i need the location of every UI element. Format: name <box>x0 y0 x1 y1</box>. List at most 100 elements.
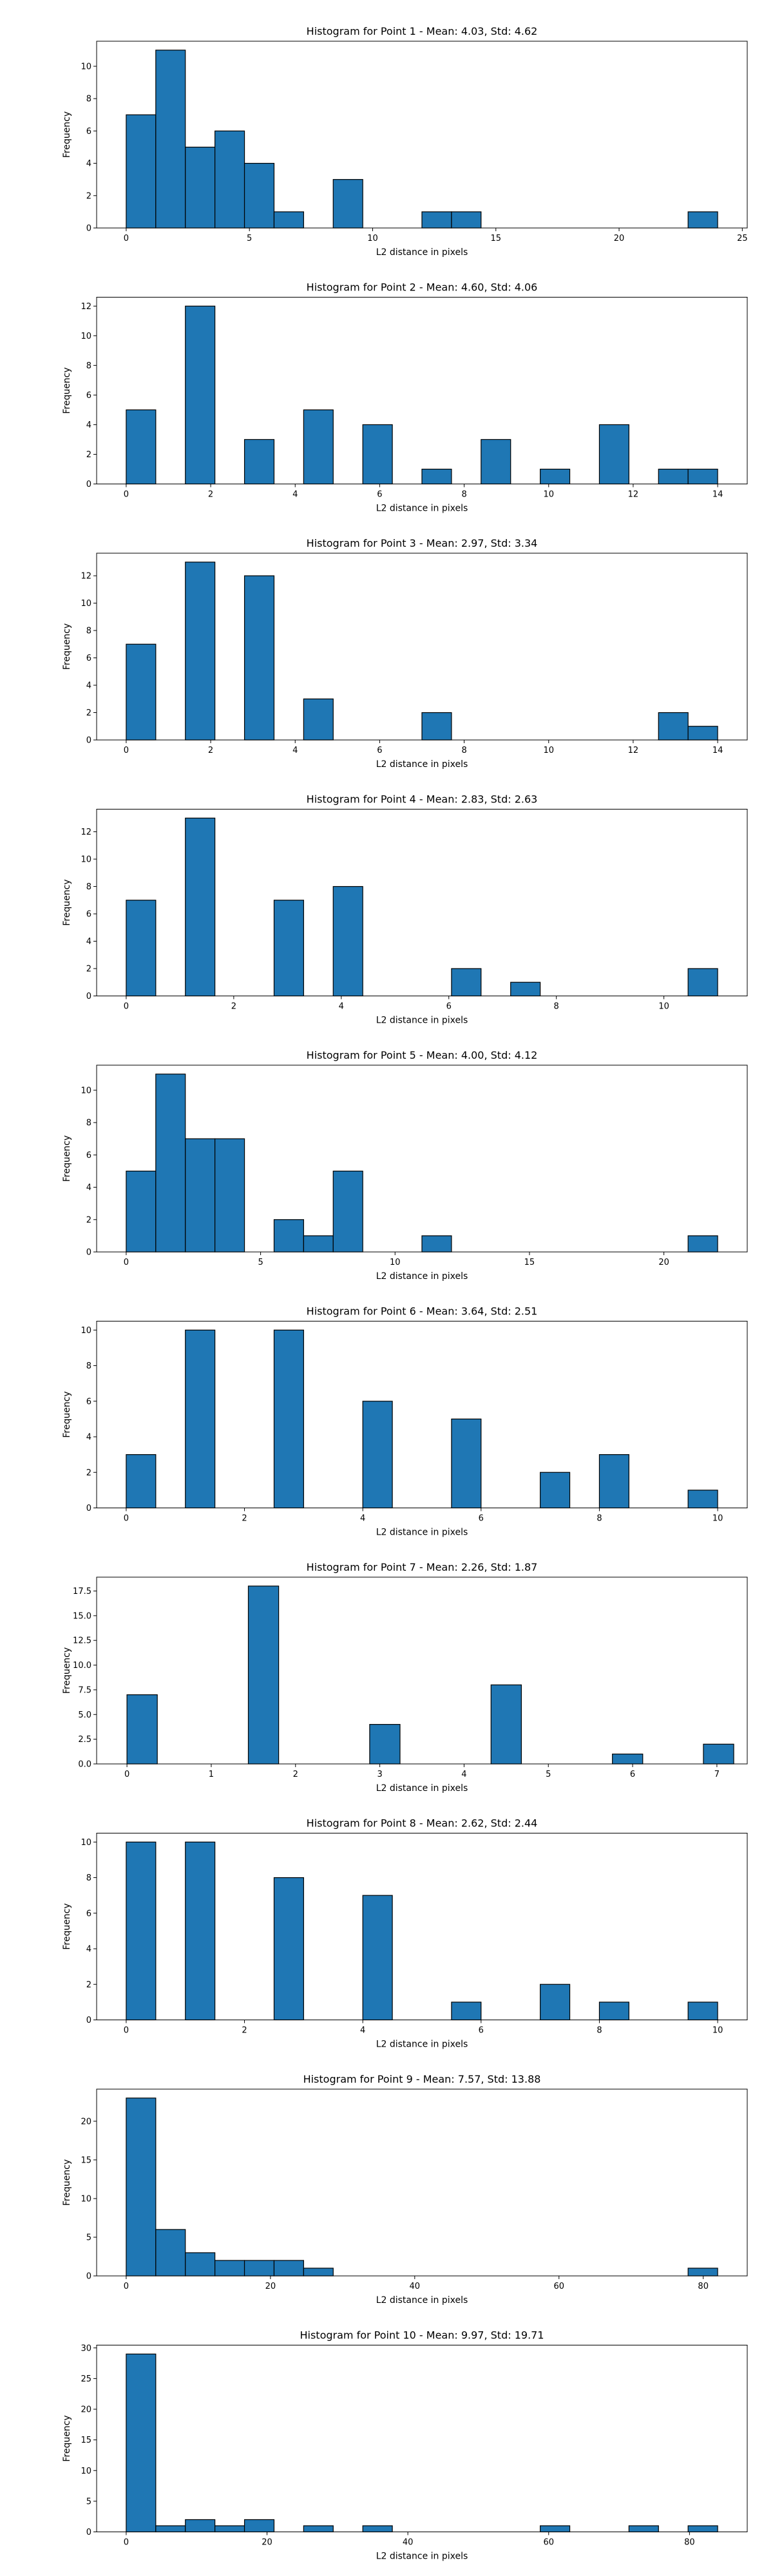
histogram-bar <box>687 211 718 229</box>
x-tick-label: 10 <box>658 1002 669 1012</box>
plot-frame <box>96 809 748 996</box>
plot-frame <box>96 1065 748 1253</box>
histogram-bar <box>273 211 304 229</box>
histogram-bar <box>421 211 452 229</box>
histogram-bar <box>362 424 393 485</box>
histogram-bar <box>687 468 718 485</box>
x-tick-label: 6 <box>446 1002 452 1012</box>
x-tick-label: 4 <box>292 746 298 755</box>
y-tick-label: 8 <box>86 1361 91 1371</box>
histogram-bar <box>126 1841 157 2021</box>
histogram-bar <box>247 1586 280 1765</box>
y-tick-label: 8 <box>86 882 91 892</box>
histogram-bar <box>243 2519 275 2533</box>
x-tick-label: 6 <box>377 490 382 500</box>
histogram-bar <box>703 1743 734 1765</box>
histogram-bar <box>215 130 245 229</box>
y-tick-label: 12.5 <box>73 1636 91 1646</box>
x-tick-label: 8 <box>461 746 466 755</box>
y-tick-label: 0 <box>86 736 91 746</box>
histogram-bar <box>126 643 157 741</box>
x-tick-label: 0 <box>124 746 129 755</box>
x-axis-label: L2 distance in pixels <box>376 504 468 514</box>
histogram-bar <box>126 900 157 997</box>
x-tick-label: 0 <box>124 1258 129 1267</box>
y-axis-label: Frequency <box>62 2415 72 2461</box>
x-tick-label: 0 <box>124 2282 129 2291</box>
x-axis-label: L2 distance in pixels <box>376 247 468 258</box>
histogram-bar <box>598 2002 629 2021</box>
chart-title: Histogram for Point 9 - Mean: 7.57, Std:… <box>303 2073 541 2085</box>
y-axis-label: Frequency <box>62 111 72 158</box>
histogram-bar <box>185 1138 216 1253</box>
y-tick-label: 6 <box>86 391 91 401</box>
x-tick-label: 2 <box>293 1770 298 1779</box>
histogram-bar <box>243 2260 275 2277</box>
histogram-bar <box>155 50 186 229</box>
x-tick-label: 20 <box>614 234 625 243</box>
y-tick-label: 10 <box>81 2194 91 2204</box>
x-tick-label: 0 <box>124 2026 129 2036</box>
histogram-bar <box>362 2525 393 2533</box>
histogram-bar <box>451 968 482 997</box>
histogram-bar <box>687 726 718 741</box>
y-tick-label: 8 <box>86 361 91 371</box>
x-tick-label: 1 <box>209 1770 214 1779</box>
x-axis-label: L2 distance in pixels <box>376 1016 468 1026</box>
x-tick-label: 10 <box>712 1514 723 1524</box>
x-tick-label: 8 <box>596 2026 602 2036</box>
histogram-bar <box>332 886 363 997</box>
histogram-bar <box>155 1074 186 1253</box>
y-tick-label: 0 <box>86 2016 91 2025</box>
y-tick-label: 10.0 <box>73 1661 91 1671</box>
histogram-bar <box>185 817 216 997</box>
y-tick-label: 7.5 <box>78 1685 91 1695</box>
histogram-bar <box>540 2525 571 2533</box>
x-axis-label: L2 distance in pixels <box>376 2552 468 2562</box>
histogram-bar <box>303 2525 334 2533</box>
x-tick-label: 40 <box>410 2282 421 2291</box>
chart-title: Histogram for Point 5 - Mean: 4.00, Std:… <box>307 1049 538 1061</box>
x-tick-label: 2 <box>208 746 213 755</box>
y-tick-label: 15 <box>81 2155 91 2165</box>
histogram-bar <box>243 162 275 229</box>
x-axis-label: L2 distance in pixels <box>376 1783 468 1794</box>
chart-panel-3: Histogram for Point 3 - Mean: 2.97, Std:… <box>62 537 748 770</box>
x-tick-label: 3 <box>377 1770 382 1779</box>
x-tick-label: 6 <box>377 746 382 755</box>
y-tick-label: 12 <box>81 572 91 582</box>
histogram-bar <box>687 1235 718 1253</box>
y-tick-label: 10 <box>81 599 91 609</box>
x-tick-label: 6 <box>479 2026 484 2036</box>
x-tick-label: 7 <box>714 1770 720 1779</box>
histogram-bar <box>687 2268 718 2277</box>
histogram-bar <box>155 2229 186 2277</box>
y-tick-label: 6 <box>86 1909 91 1918</box>
y-tick-label: 6 <box>86 127 91 137</box>
chart-title: Histogram for Point 1 - Mean: 4.03, Std:… <box>307 25 538 37</box>
y-tick-label: 4 <box>86 937 91 947</box>
y-tick-label: 30 <box>81 2344 91 2353</box>
histogram-bar <box>215 2525 245 2533</box>
histogram-bar <box>421 468 452 485</box>
chart-title: Histogram for Point 7 - Mean: 2.26, Std:… <box>307 1561 538 1573</box>
x-tick-label: 10 <box>367 234 378 243</box>
y-tick-label: 8 <box>86 627 91 636</box>
histogram-bar <box>303 1235 334 1253</box>
y-tick-label: 10 <box>81 1086 91 1095</box>
histogram-bar <box>598 424 629 485</box>
y-tick-label: 10 <box>81 332 91 341</box>
histogram-bar <box>185 146 216 229</box>
histogram-bar <box>185 2252 216 2277</box>
histogram-bar <box>362 1401 393 1509</box>
y-tick-label: 0 <box>86 1248 91 1258</box>
histogram-bar <box>273 1877 304 2021</box>
histogram-bar <box>658 468 689 485</box>
y-tick-label: 10 <box>81 62 91 71</box>
plot-frame <box>96 553 748 741</box>
histogram-bar <box>612 1754 644 1765</box>
y-tick-label: 10 <box>81 855 91 865</box>
x-tick-label: 5 <box>258 1258 263 1267</box>
x-tick-label: 15 <box>490 234 501 243</box>
